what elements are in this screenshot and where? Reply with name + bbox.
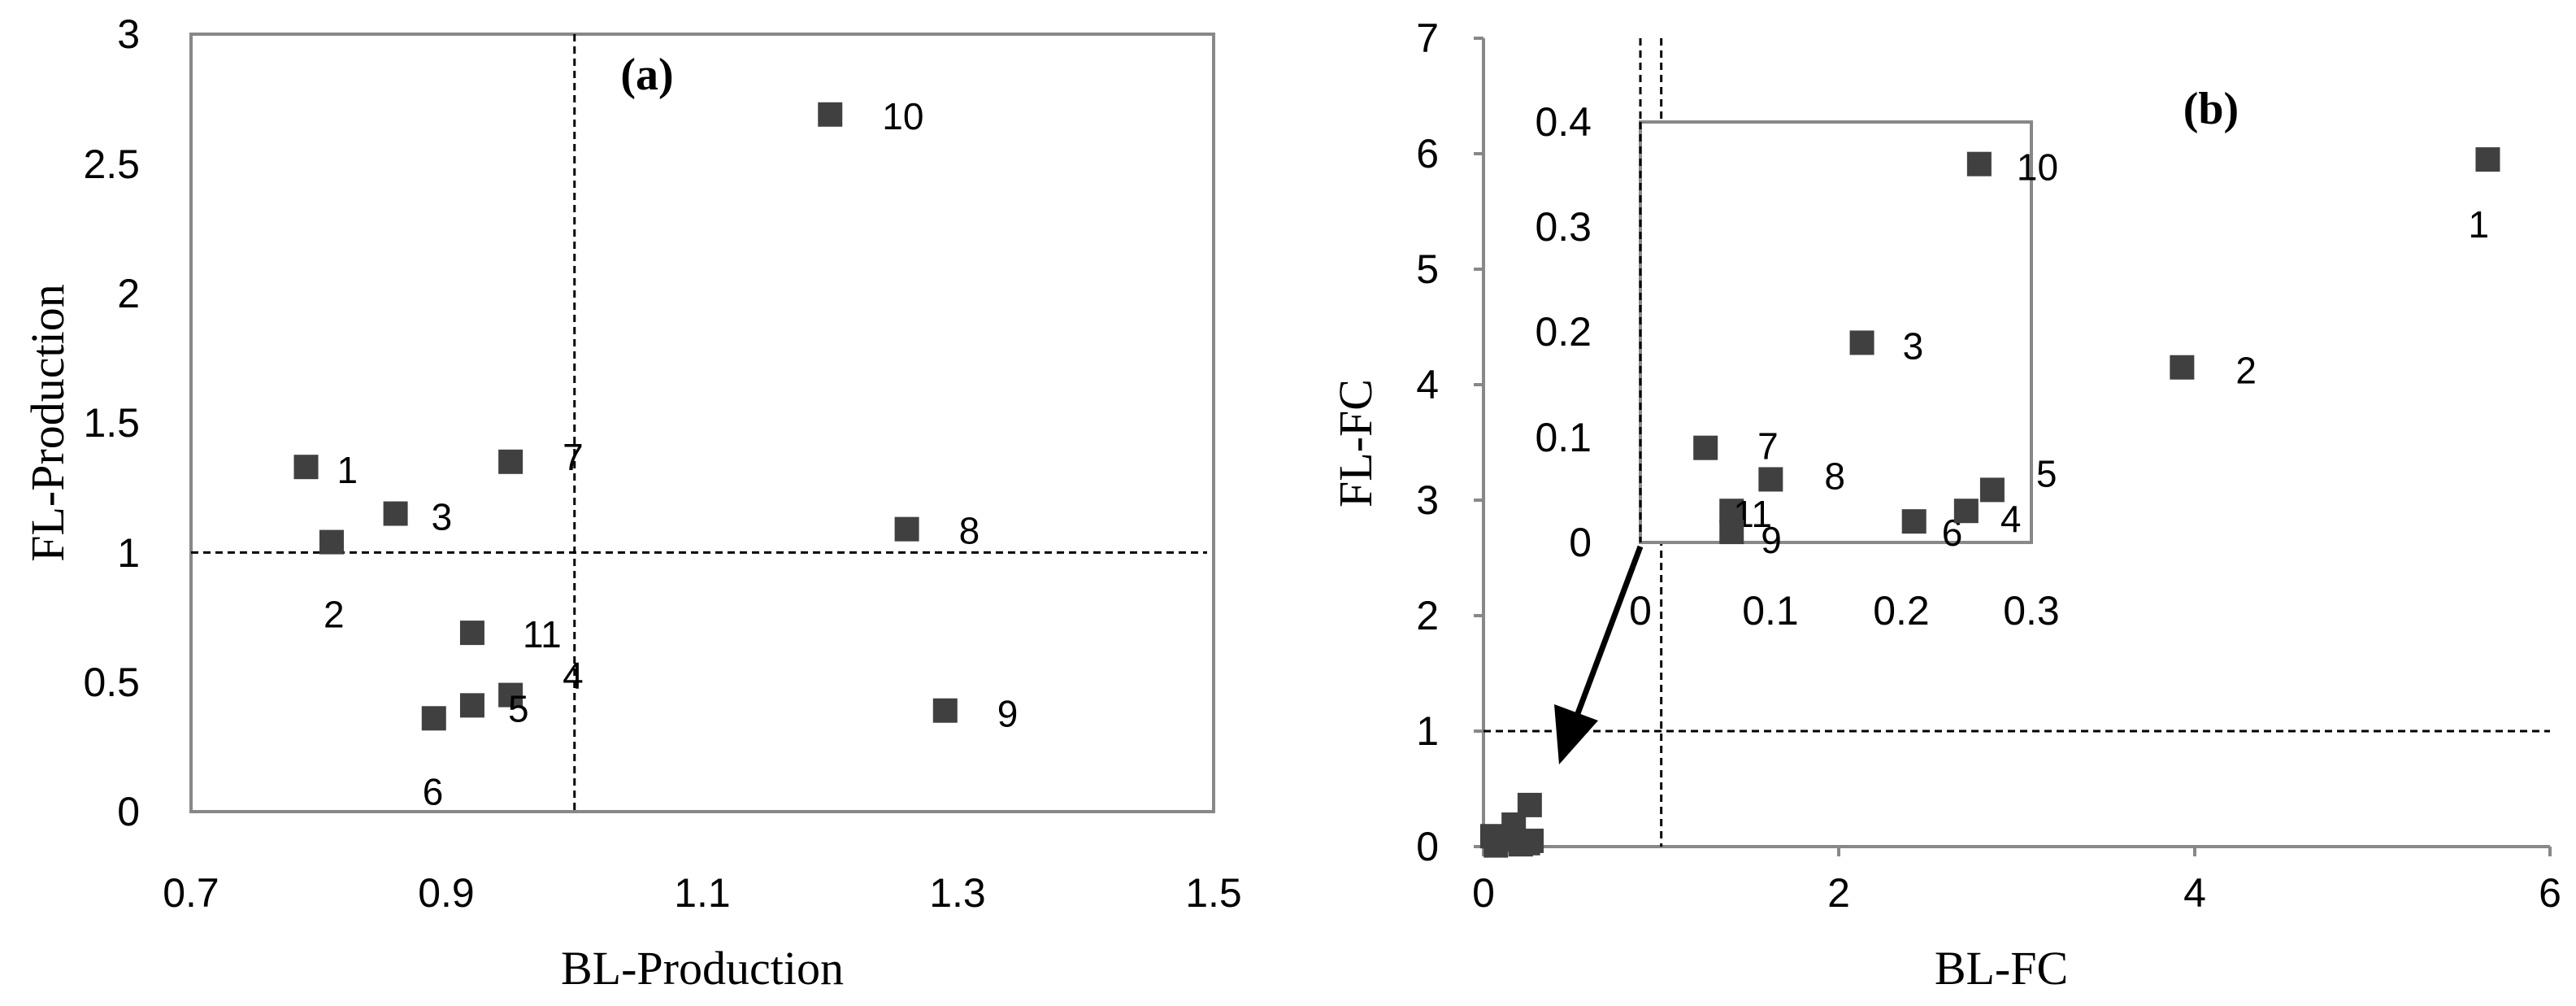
panel-b-inset-point-label: 7 (1757, 425, 1779, 468)
panel-a-point-label: 5 (508, 687, 529, 729)
panel-b-point-marker (2170, 355, 2195, 380)
panel-a-point-marker (894, 516, 919, 542)
panel-a-y-tick-label: 1 (117, 530, 140, 576)
panel-a-point-label: 8 (959, 510, 980, 552)
panel-b-inset-x-tick-label: 0.1 (1742, 588, 1799, 634)
panel-a-point-marker (293, 455, 319, 480)
panel-b-inset-point-label: 4 (2000, 498, 2022, 540)
panel-b-point-marker (1517, 792, 1542, 817)
panel-a-y-tick-label: 0 (117, 789, 140, 834)
panel-b-inset-y-tick-label: 0.4 (1535, 99, 1592, 145)
panel-b-point-label: 2 (2235, 350, 2257, 392)
panel-b-inset-point-marker (1966, 151, 1992, 176)
panel-a-x-tick-label: 0.7 (163, 870, 219, 916)
panel-b-point-marker (2475, 147, 2500, 172)
panel-a-point-label: 9 (997, 693, 1019, 735)
panel-a-point-marker (383, 501, 408, 526)
panel-a-y-tick-label: 1.5 (83, 400, 140, 446)
panel-a-point-marker (932, 698, 958, 723)
panel-a-tag: (a) (620, 50, 673, 100)
panel-a-point-label: 7 (563, 436, 584, 478)
panel-a-x-tick-label: 0.9 (418, 870, 475, 916)
panel-a-point-label: 2 (324, 594, 345, 636)
panel-b-inset-point-marker (1719, 520, 1744, 545)
panel-b-x-tick-label: 2 (1827, 870, 1850, 916)
panel-a-y-tick-label: 3 (117, 11, 140, 57)
panel-b-y-tick-label: 4 (1416, 362, 1439, 407)
panel-b-inset-point-marker (1693, 435, 1718, 460)
panel-b-x-tick-label: 4 (2183, 870, 2206, 916)
panel-a-point-label: 4 (563, 655, 584, 697)
panel-b-inset-x-tick-label: 0 (1629, 588, 1652, 634)
panel-a-point-marker (421, 706, 446, 731)
panel-a-x-tick-label: 1.3 (929, 870, 986, 916)
panel-b-y-tick-label: 3 (1416, 477, 1439, 523)
panel-b-point-label: 1 (2468, 203, 2489, 246)
panel-b-inset-point-marker (1953, 499, 1979, 524)
panel-a-chart: 0.7 0.9 1.1 1.3 1.5 0 0.5 1 1.5 2 2.5 3 BL-Productio… (21, 11, 1242, 995)
panel-b-zoom-arrow-shaft (1574, 545, 1644, 717)
panel-b-y-tick-label: 1 (1416, 708, 1439, 754)
panel-b-inset-point-marker (1719, 499, 1744, 524)
panel-b-inset-point-label: 5 (2036, 452, 2057, 494)
panel-b-inset-frame (1639, 120, 2033, 544)
panel-b-inset-y-tick-label: 0 (1569, 520, 1592, 565)
panel-b-inset-point-label: 10 (2017, 146, 2058, 189)
panel-a-point-marker (459, 621, 484, 646)
panel-a-point-marker (498, 449, 523, 474)
panel-b-inset-point-marker (1758, 467, 1783, 492)
panel-b-x-tick-label: 0 (1472, 870, 1495, 916)
panel-b-inset-x-tick-label: 0.2 (1873, 588, 1930, 634)
panel-a-point-label: 10 (882, 95, 923, 137)
panel-b-y-tick-label: 0 (1416, 824, 1439, 869)
panel-a-point-label: 6 (423, 770, 444, 812)
panel-a-x-axis-title: BL-Production (561, 942, 844, 995)
panel-a-point-marker (319, 529, 344, 555)
panel-b-y-tick-label: 6 (1416, 131, 1439, 176)
panel-a-y-tick-label: 2.5 (83, 142, 140, 187)
panel-b-y-tick-label: 7 (1416, 15, 1439, 61)
panel-b-inset-x-tick-label: 0.3 (2003, 588, 2060, 634)
panel-b-x-axis-title: BL-FC (1935, 942, 2068, 995)
panel-b-inset-point-label: 3 (1903, 324, 1924, 367)
panel-a-point-marker (498, 682, 523, 708)
panel-b-zoom-arrow-head (1554, 704, 1598, 764)
panel-a-y-axis-title: FL-Production (21, 284, 74, 562)
panel-b-inset-point-marker (1901, 509, 1927, 534)
panel-b-tag: (b) (2183, 84, 2239, 134)
panel-a-plot-frame (189, 33, 1215, 813)
panel-b-inset-point-marker (1979, 477, 2005, 503)
panel-b-inset-y-tick-label: 0.3 (1535, 204, 1592, 250)
panel-b-y-axis-title: FL-FC (1329, 379, 1382, 507)
panel-b-inset-point-marker (1849, 330, 1874, 355)
panel-a-point-label: 11 (523, 613, 562, 655)
panel-b-x-tick-label: 6 (2539, 870, 2561, 916)
panel-a-point-marker (459, 693, 484, 718)
panel-a-point-label: 1 (337, 449, 358, 491)
panel-a-point-label: 3 (432, 496, 453, 538)
panel-b-inset-point-label: 8 (1824, 455, 1845, 497)
panel-b-inset-y-tick-label: 0.2 (1535, 309, 1592, 355)
panel-a-x-tick-label: 1.1 (674, 870, 731, 916)
panel-a-y-tick-label: 0.5 (83, 660, 140, 705)
panel-a-y-tick-label: 2 (117, 271, 140, 316)
panel-b-inset-point-label: 9 (1761, 519, 1782, 561)
panel-a-x-tick-label: 1.5 (1185, 870, 1242, 916)
panel-b-y-tick-label: 5 (1416, 246, 1439, 292)
panel-b-y-tick-label: 2 (1416, 593, 1439, 638)
panel-b-inset-y-tick-label: 0.1 (1535, 415, 1592, 460)
panel-a-point-marker (818, 102, 843, 127)
panel-b-point-marker (1483, 830, 1509, 856)
